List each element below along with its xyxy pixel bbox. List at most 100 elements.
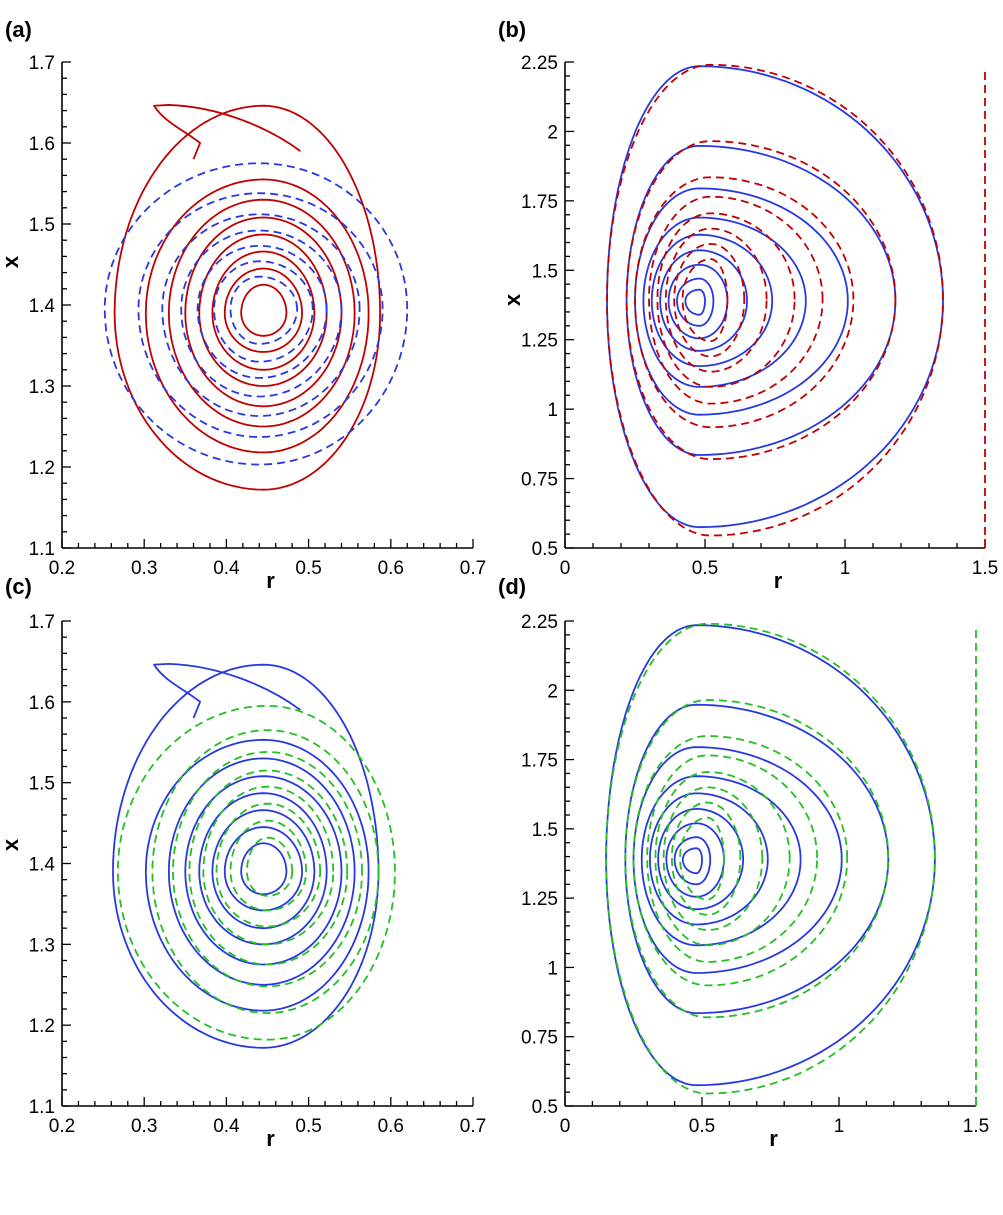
contour-line (103, 162, 409, 466)
contour-line (684, 288, 706, 316)
contour-series-solid (113, 104, 381, 491)
panel-c: (c) 0.2 0.3 0.4 0.5 0.6 0.7 1.1 1.2 1.3 1.4 1.5 1.6 1… (0, 574, 486, 1151)
contour-line (180, 229, 343, 398)
y-tick-label: 1.1 (29, 539, 55, 560)
contour-line (196, 245, 328, 379)
contour-line (648, 195, 824, 405)
contour-line (229, 275, 298, 345)
y-axis-label: x (500, 293, 525, 306)
y-tick-label: 1.5 (29, 215, 55, 236)
y-tick-label: 1.1 (29, 1097, 55, 1118)
y-tick-label: 1.7 (29, 612, 55, 633)
y-tick-label: 1.75 (521, 751, 558, 772)
contour-line (606, 63, 944, 537)
contour-line (649, 792, 769, 926)
x-tick-label: 0.6 (378, 558, 404, 579)
y-tick-label: 2.25 (521, 53, 558, 74)
contour-line (673, 243, 746, 358)
contour-series-dashed (117, 705, 396, 1041)
contour-line (117, 705, 396, 1041)
y-tick-label: 1.25 (521, 331, 558, 352)
contour-line (650, 233, 774, 367)
y-tick-label: 1.4 (29, 296, 56, 317)
contour-line (665, 822, 725, 898)
x-tick-label: 0.2 (49, 1116, 75, 1137)
x-tick-label: 1.5 (963, 1116, 989, 1137)
x-axis-label: r (769, 1126, 778, 1151)
x-tick-label: 0.2 (49, 558, 75, 579)
y-tick-label: 1 (547, 958, 558, 979)
contour-line (681, 847, 703, 875)
x-tick-label: 0 (560, 1116, 571, 1137)
x-tick-label: 0.5 (295, 1116, 321, 1137)
contour-line (625, 145, 897, 456)
contour-line (211, 809, 316, 930)
x-axis-label: r (266, 568, 275, 593)
contour-tail (153, 104, 301, 160)
y-tick-label: 1.5 (29, 774, 55, 795)
y-tick-label: 1.5 (532, 261, 558, 282)
contour-series-dashed (103, 162, 409, 466)
contour-line (632, 746, 843, 974)
contour-line (605, 622, 936, 1095)
y-tick-label: 1.3 (29, 935, 55, 956)
contour-line (211, 250, 316, 371)
x-tick-label: 1 (840, 558, 851, 579)
x-tick-label: 0.6 (378, 1116, 404, 1137)
contour-line (188, 769, 349, 966)
contour-line (223, 267, 303, 353)
contour-line (624, 703, 890, 1015)
y-axis-label: x (0, 838, 23, 851)
y-tick-label: 2.25 (521, 612, 558, 633)
contour-line (184, 216, 343, 408)
contour-line (246, 836, 294, 897)
contour-line (624, 699, 890, 1019)
contour-line (137, 192, 384, 438)
contour-line (240, 283, 288, 337)
contour-tail (153, 662, 301, 719)
y-tick-label: 1.6 (29, 693, 55, 714)
contour-line (198, 792, 328, 946)
contour-line (671, 801, 742, 916)
y-tick-label: 0.5 (532, 539, 558, 560)
y-tick-label: 0.75 (521, 470, 558, 491)
y-tick-label: 1 (547, 400, 558, 421)
y-tick-label: 1.3 (29, 377, 55, 398)
y-tick-label: 2 (547, 122, 558, 143)
x-tick-label: 0.4 (213, 1116, 240, 1137)
contour-line (676, 277, 715, 327)
y-tick-label: 2 (547, 681, 558, 702)
x-tick-label: 0.7 (460, 558, 486, 579)
contour-line (662, 786, 764, 931)
contour-line (223, 826, 303, 912)
contour-line (168, 757, 356, 986)
x-tick-label: 0 (560, 558, 571, 579)
panel-label: (d) (498, 574, 526, 599)
contour-line (144, 738, 370, 1012)
x-tick-label: 1 (834, 1116, 845, 1137)
contour-series-dashed (605, 622, 977, 1106)
contour-series-dashed (606, 63, 986, 548)
contour-line (657, 808, 744, 911)
panel-label: (a) (5, 17, 32, 42)
x-tick-label: 0.4 (213, 558, 240, 579)
y-tick-label: 1.6 (29, 134, 55, 155)
x-axis-label: r (266, 1126, 275, 1151)
y-tick-label: 1.25 (521, 889, 558, 910)
panel-a: (a) 0.2 0.3 0.4 0.5 0.6 0.7 1.1 1.2 1.3 1.4 1.5 1.6 1… (0, 17, 486, 593)
contour-line (632, 735, 849, 987)
contour-line (168, 198, 356, 428)
x-tick-label: 0.3 (131, 1116, 157, 1137)
y-tick-label: 1.5 (532, 820, 558, 841)
y-tick-label: 0.5 (532, 1097, 558, 1118)
contour-line (213, 260, 314, 363)
y-tick-label: 0.75 (521, 1028, 558, 1049)
x-tick-label: 0.5 (295, 558, 321, 579)
y-tick-label: 1.2 (29, 458, 55, 479)
contour-line (240, 842, 288, 896)
contour-line (184, 775, 343, 966)
x-tick-label: 0.5 (689, 1116, 715, 1137)
contour-line (667, 263, 729, 340)
